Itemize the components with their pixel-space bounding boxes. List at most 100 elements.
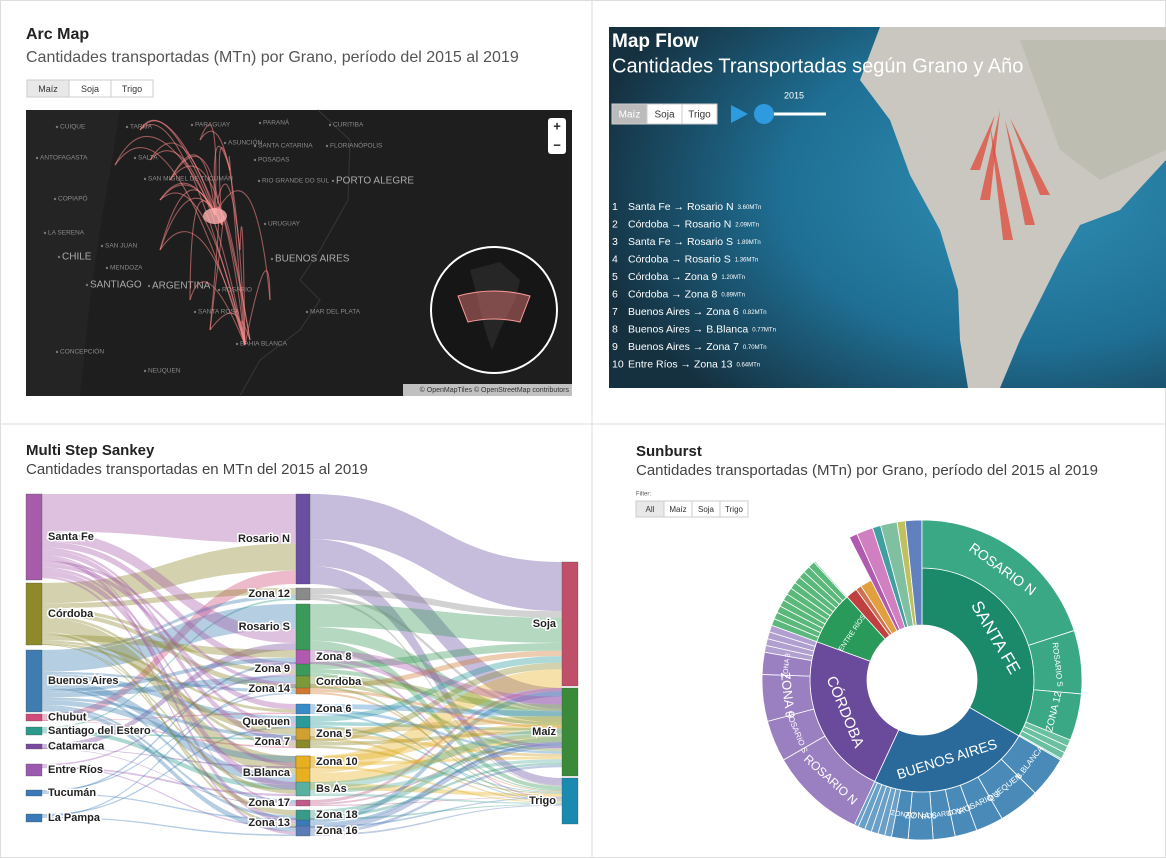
panel-subtitle: Cantidades transportadas (MTn) por Grano…	[26, 49, 519, 66]
destination-node	[296, 756, 310, 768]
origin-node	[26, 583, 42, 645]
node-label: Zona 10	[316, 756, 358, 768]
button-label: All	[646, 505, 655, 514]
place-dot	[134, 157, 136, 159]
route-amount: 0.89MTn	[721, 292, 745, 298]
route-amount: 1.89MTn	[737, 240, 761, 246]
destination-node	[296, 716, 310, 728]
node-label: Tucumán	[48, 787, 96, 799]
route-name: Córdoba → Zona 8	[628, 288, 717, 300]
node-label: Trigo	[529, 795, 556, 807]
button-label: Trigo	[725, 505, 743, 514]
page: Dashboard { "arc_map": { "title": "Arc M…	[0, 0, 1166, 858]
place-label: PORTO ALEGRE	[336, 176, 414, 187]
grain-node	[562, 562, 578, 686]
route-name: Santa Fe → Rosario S	[628, 236, 733, 248]
button-label: Soja	[81, 84, 99, 94]
node-label: Maíz	[532, 726, 556, 738]
node-label: Santiago del Estero	[48, 725, 151, 737]
place-dot	[54, 198, 56, 200]
place-dot	[44, 232, 46, 234]
place-label: CONCEPCIÓN	[60, 347, 104, 356]
route-amount: 0.70MTn	[743, 345, 767, 351]
destination-node	[296, 704, 310, 714]
node-label: Zona 18	[316, 809, 358, 821]
button-label: Soja	[698, 505, 715, 514]
route-amount: 0.64MTn	[736, 362, 760, 368]
place-dot	[264, 223, 266, 225]
route-rank: 9	[612, 341, 618, 353]
place-label: SAN MIGUEL DE TUCUMÁN	[148, 174, 233, 183]
place-label: MENDOZA	[110, 265, 143, 272]
button-label: Maíz	[38, 84, 58, 94]
route-name: Entre Ríos → Zona 13	[628, 358, 733, 370]
place-dot	[332, 180, 334, 182]
route-rank: 4	[612, 253, 618, 265]
place-label: CURITIBA	[333, 122, 364, 129]
origin-node	[26, 764, 42, 776]
place-dot	[329, 124, 331, 126]
node-label: Buenos Aires	[48, 675, 119, 687]
panel-title: Arc Map	[26, 26, 89, 43]
place-label: COPIAPÓ	[58, 194, 88, 203]
node-label: Bs As	[316, 783, 347, 795]
slider-year: 2015	[784, 90, 804, 100]
node-label: Santa Fe	[48, 531, 94, 543]
button-label: Maíz	[619, 110, 641, 121]
button-label: Trigo	[688, 110, 711, 121]
origin-node	[26, 650, 42, 712]
route-amount: 1.36MTn	[735, 257, 759, 263]
node-label: Zona 8	[316, 651, 351, 663]
node-label: Zona 14	[248, 683, 290, 695]
place-dot	[254, 159, 256, 161]
place-dot	[306, 311, 308, 313]
node-label: Zona 16	[316, 825, 358, 837]
origin-node	[26, 727, 42, 735]
place-dot	[36, 157, 38, 159]
route-name: Córdoba → Rosario S	[628, 253, 731, 265]
route-amount: 2.09MTn	[735, 222, 759, 228]
place-dot	[218, 289, 220, 291]
place-label: POSADAS	[258, 157, 290, 164]
place-label: SANTIAGO	[90, 280, 142, 291]
grain-node	[562, 688, 578, 776]
origin-node	[26, 744, 42, 749]
node-label: Córdoba	[48, 608, 94, 620]
place-dot	[56, 126, 58, 128]
body: Arc Map Cantidades transportadas (MTn) po…	[0, 0, 1166, 858]
node-label: Zona 17	[248, 797, 290, 809]
place-label: SAN JUAN	[105, 243, 137, 250]
node-label: Rosario N	[238, 533, 290, 545]
node-label: Zona 7	[255, 736, 290, 748]
zoom-in: +	[553, 118, 561, 133]
slider-handle[interactable]	[754, 104, 774, 124]
destination-node	[296, 810, 310, 820]
node-label: Chubut	[48, 711, 87, 723]
place-label: NEUQUEN	[148, 368, 181, 375]
route-rank: 6	[612, 288, 618, 300]
destination-node	[296, 728, 310, 740]
place-label: MAR DEL PLATA	[310, 309, 361, 316]
place-label: CHILE	[62, 252, 92, 263]
destination-node	[296, 782, 310, 796]
origin-node	[26, 790, 42, 796]
place-dot	[86, 284, 88, 286]
destination-node	[296, 604, 310, 650]
filter-label: Filter:	[636, 492, 651, 498]
minimap-view	[458, 291, 530, 322]
place-dot	[58, 256, 60, 258]
route-rank: 3	[612, 236, 618, 248]
place-dot	[148, 285, 150, 287]
panel-title: Map Flow	[612, 31, 699, 52]
route-name: Buenos Aires → Zona 7	[628, 341, 739, 353]
place-dot	[194, 311, 196, 313]
arc-cluster	[203, 208, 227, 224]
dashboard: Arc Map Cantidades transportadas (MTn) po…	[0, 0, 1166, 858]
button-label: Maíz	[669, 505, 686, 514]
route-name: Córdoba → Rosario N	[628, 218, 731, 230]
node-label: Zona 9	[255, 663, 290, 675]
destination-node	[296, 588, 310, 600]
route-name: Córdoba → Zona 9	[628, 271, 717, 283]
node-label: Entre Ríos	[48, 764, 103, 776]
origin-node	[26, 494, 42, 580]
